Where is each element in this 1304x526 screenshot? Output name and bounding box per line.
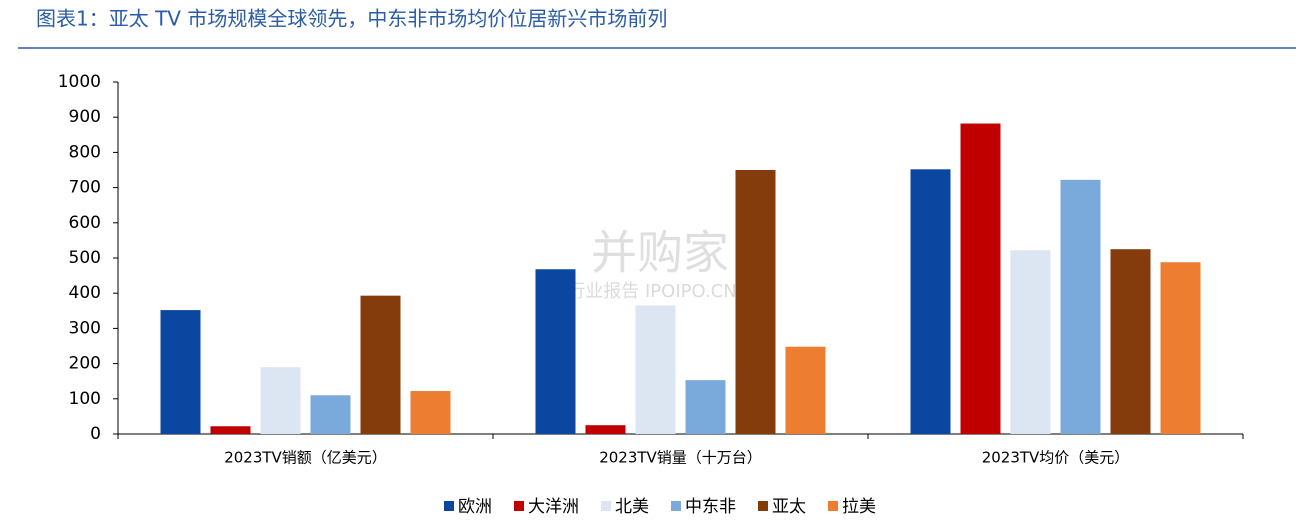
bar	[585, 425, 626, 434]
legend-swatch	[828, 501, 838, 511]
legend-item: 欧洲	[444, 497, 492, 517]
legend-item: 中东非	[671, 497, 736, 517]
bar	[310, 395, 351, 434]
watermark-text: 行业报告 IPOIPO.CN	[567, 281, 736, 302]
bar	[1160, 262, 1201, 434]
bar	[635, 305, 676, 434]
y-tick-label: 100	[69, 389, 101, 409]
y-tick-label: 200	[69, 354, 101, 374]
legend-item: 拉美	[828, 497, 876, 517]
bar	[260, 367, 301, 434]
legend-item: 北美	[601, 497, 649, 517]
bar	[1110, 249, 1151, 434]
legend-label: 大洋洲	[528, 497, 579, 517]
y-tick-label: 900	[69, 107, 101, 127]
legend-label: 北美	[615, 497, 649, 517]
y-tick-label: 0	[90, 424, 101, 444]
legend-swatch	[758, 501, 768, 511]
x-tick-label: 2023TV销额（亿美元）	[224, 449, 387, 467]
x-tick-label: 2023TV均价（美元）	[982, 449, 1130, 467]
y-tick-label: 700	[69, 178, 101, 198]
legend-label: 拉美	[842, 497, 876, 517]
y-tick-label: 300	[69, 318, 101, 338]
bar	[210, 426, 251, 434]
y-tick-label: 500	[69, 248, 101, 268]
bar	[1060, 179, 1101, 434]
y-tick-label: 1000	[58, 72, 101, 92]
y-tick-label: 800	[69, 142, 101, 162]
legend-swatch	[444, 501, 454, 511]
legend-swatch	[601, 501, 611, 511]
chart-title: 图表1：亚太 TV 市场规模全球领先，中东非市场均价位居新兴市场前列	[36, 7, 667, 31]
bar	[360, 295, 401, 434]
bar	[785, 346, 826, 434]
watermark-logo: 并购家	[591, 226, 729, 280]
bar	[910, 169, 951, 434]
y-tick-label: 400	[69, 283, 101, 303]
y-tick-label: 600	[69, 213, 101, 233]
bar	[960, 123, 1001, 434]
legend-item: 亚太	[758, 497, 806, 517]
legend-label: 欧洲	[458, 497, 492, 517]
legend-swatch	[671, 501, 681, 511]
bar	[735, 170, 776, 434]
x-tick-label: 2023TV销量（十万台）	[599, 449, 762, 467]
legend-swatch	[514, 501, 524, 511]
legend-label: 亚太	[772, 497, 806, 517]
bar	[1010, 250, 1051, 434]
bar	[410, 391, 451, 434]
legend-label: 中东非	[685, 497, 736, 517]
legend-item: 大洋洲	[514, 497, 579, 517]
bar	[685, 380, 726, 434]
bar	[535, 269, 576, 434]
bar	[160, 310, 201, 434]
